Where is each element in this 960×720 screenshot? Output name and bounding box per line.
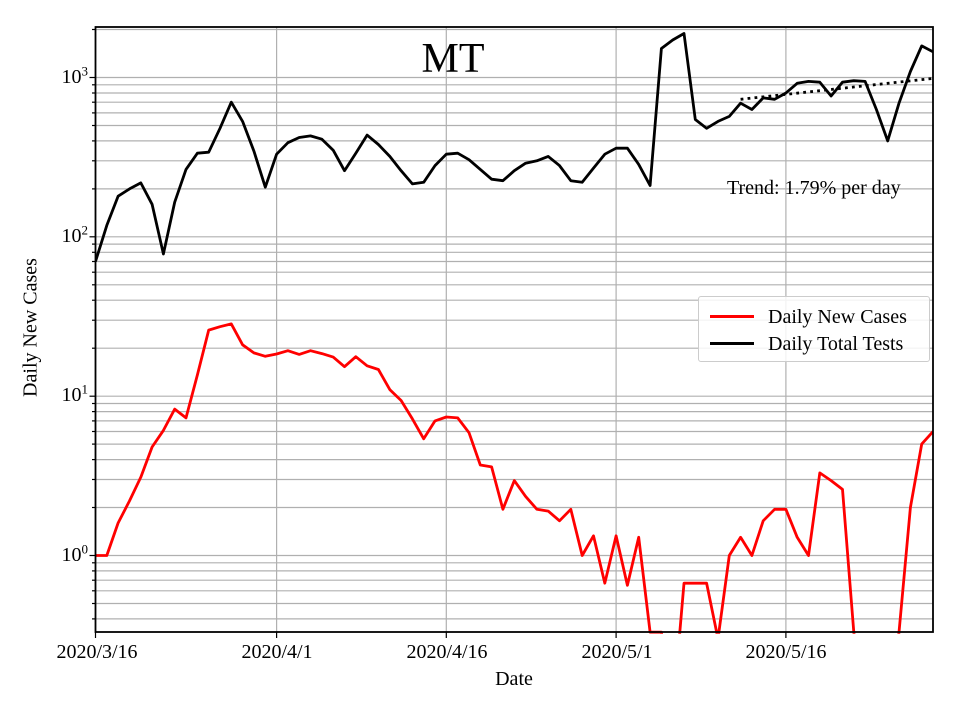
y-tick-label: 102 bbox=[61, 222, 89, 247]
x-tick-label: 2020/5/1 bbox=[581, 641, 653, 663]
legend: Daily New Cases Daily Total Tests bbox=[698, 296, 930, 362]
chart-title: MT bbox=[421, 36, 485, 82]
black-line-sample-icon bbox=[710, 341, 754, 346]
x-axis-label: Date bbox=[495, 668, 533, 690]
red-line-sample-icon bbox=[710, 314, 754, 319]
x-tick-label: 2020/4/16 bbox=[406, 641, 488, 663]
legend-item-daily-new-cases: Daily New Cases bbox=[710, 303, 929, 330]
y-axis-label: Daily New Cases bbox=[19, 258, 42, 397]
x-tick-label: 2020/3/16 bbox=[56, 641, 138, 663]
x-tick-label: 2020/4/1 bbox=[241, 641, 313, 663]
y-tick-label: 103 bbox=[61, 63, 89, 88]
y-tick-label: 101 bbox=[61, 381, 89, 406]
legend-label: Daily New Cases bbox=[768, 305, 907, 328]
y-tick-label: 100 bbox=[61, 541, 89, 566]
legend-label: Daily Total Tests bbox=[768, 332, 904, 355]
x-tick-label: 2020/5/16 bbox=[745, 641, 827, 663]
trend-annotation: Trend: 1.79% per day bbox=[727, 177, 901, 199]
legend-item-daily-total-tests: Daily Total Tests bbox=[710, 330, 929, 357]
